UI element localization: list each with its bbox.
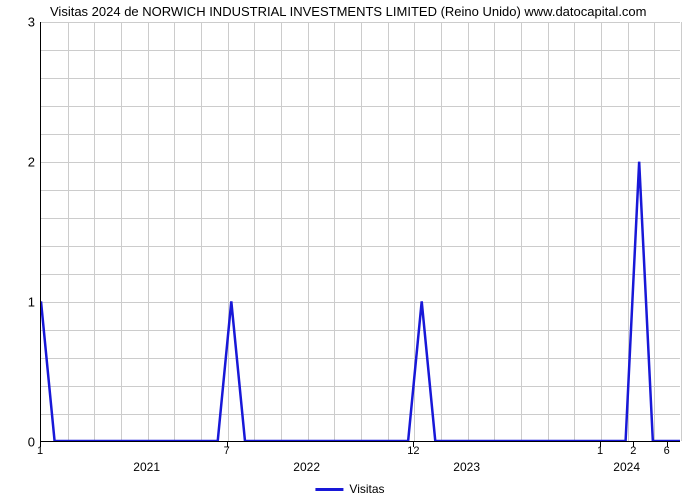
x-tick-label-major: 2023 bbox=[453, 460, 480, 474]
chart-title: Visitas 2024 de NORWICH INDUSTRIAL INVES… bbox=[50, 4, 647, 19]
y-tick-label: 1 bbox=[20, 295, 35, 310]
y-tick-label: 2 bbox=[20, 155, 35, 170]
chart-container: Visitas 2024 de NORWICH INDUSTRIAL INVES… bbox=[0, 0, 700, 500]
legend: Visitas bbox=[315, 482, 384, 496]
legend-label: Visitas bbox=[349, 482, 384, 496]
data-line bbox=[41, 22, 680, 441]
y-tick-label: 3 bbox=[20, 15, 35, 30]
plot-area bbox=[40, 22, 680, 442]
x-tick-label-major: 2021 bbox=[133, 460, 160, 474]
x-tick-label-major: 2022 bbox=[293, 460, 320, 474]
x-tick-label-major: 2024 bbox=[613, 460, 640, 474]
y-tick-label: 0 bbox=[20, 435, 35, 450]
legend-swatch bbox=[315, 488, 343, 491]
